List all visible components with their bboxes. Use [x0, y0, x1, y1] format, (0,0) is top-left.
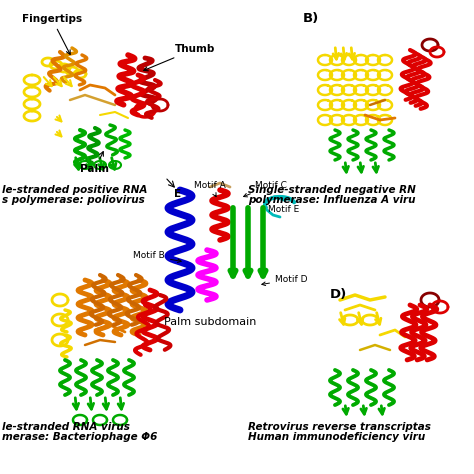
Text: B): B) [303, 12, 319, 25]
Text: Motif D: Motif D [262, 275, 308, 285]
Text: le-stranded positive RNA: le-stranded positive RNA [2, 185, 147, 195]
Text: Palm: Palm [81, 152, 109, 174]
Text: Motif E: Motif E [268, 205, 299, 214]
Text: Human immunodeficiency viru: Human immunodeficiency viru [248, 432, 425, 442]
Text: Single-stranded negative RN: Single-stranded negative RN [248, 185, 416, 195]
Text: Motif C: Motif C [244, 181, 287, 197]
Text: le-stranded RNA virus: le-stranded RNA virus [2, 422, 130, 432]
Text: Thumb: Thumb [144, 44, 215, 71]
Text: Retrovirus reverse transcriptas: Retrovirus reverse transcriptas [248, 422, 431, 432]
Text: Motif B: Motif B [133, 251, 181, 263]
Text: merase: Bacteriophage Φ6: merase: Bacteriophage Φ6 [2, 432, 157, 442]
Text: polymerase: Influenza A viru: polymerase: Influenza A viru [248, 195, 416, 205]
Text: D): D) [330, 288, 347, 301]
Text: E: E [174, 189, 182, 199]
Text: Motif A: Motif A [194, 181, 226, 197]
Text: Fingertips: Fingertips [22, 14, 82, 55]
Text: Palm subdomain: Palm subdomain [164, 317, 256, 327]
Text: s polymerase: poliovirus: s polymerase: poliovirus [2, 195, 145, 205]
